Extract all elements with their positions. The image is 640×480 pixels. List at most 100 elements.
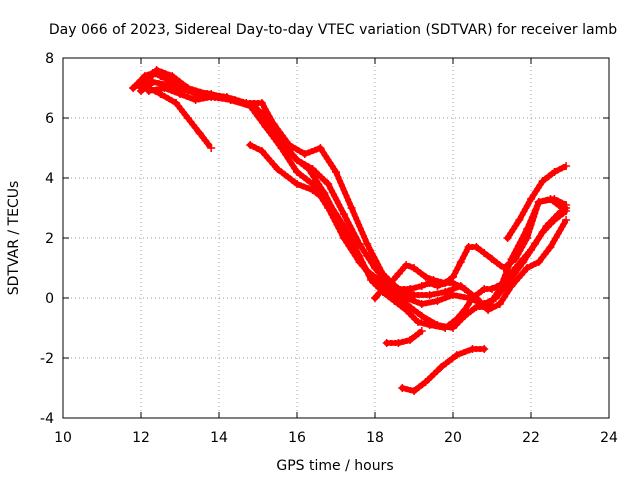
chart-title: Day 066 of 2023, Sidereal Day-to-day VTE…	[49, 22, 617, 38]
data-point	[456, 282, 465, 290]
data-point	[129, 84, 138, 92]
data-point	[257, 147, 266, 155]
data-point	[410, 291, 418, 299]
data-point	[394, 270, 403, 278]
data-point	[293, 156, 301, 164]
data-point	[523, 264, 532, 272]
data-point	[339, 210, 348, 218]
data-point	[183, 114, 192, 122]
data-point	[300, 150, 309, 158]
data-point	[452, 315, 461, 323]
data-point	[293, 180, 301, 188]
x-tick-label: 12	[132, 430, 150, 446]
data-point	[534, 198, 543, 206]
data-point	[562, 162, 571, 170]
data-point	[144, 87, 153, 95]
data-point	[207, 93, 216, 101]
data-point	[417, 327, 426, 335]
data-point	[484, 303, 493, 311]
y-axis-title: SDTVAR / TECUs	[6, 181, 22, 296]
data-point	[378, 285, 387, 293]
data-point	[371, 264, 379, 272]
y-tick-label: 8	[45, 51, 54, 67]
data-point	[398, 384, 407, 392]
data-point	[488, 285, 496, 293]
data-point	[386, 279, 395, 287]
data-point	[480, 249, 489, 257]
data-point	[472, 243, 481, 251]
series-track-6	[246, 141, 571, 332]
data-point	[406, 336, 415, 344]
y-tick-label: 4	[45, 171, 54, 187]
data-point	[472, 303, 481, 311]
data-point	[550, 216, 559, 224]
data-point	[550, 168, 559, 176]
data-series	[129, 66, 571, 395]
data-point	[183, 87, 192, 95]
data-point	[562, 216, 571, 224]
y-tick-labels: -4 -2 0 2 4 6 8	[40, 51, 54, 427]
series-marker-band	[383, 328, 425, 346]
data-point	[137, 87, 145, 95]
data-point	[417, 312, 426, 320]
data-point	[511, 264, 520, 272]
series-track-10	[503, 162, 571, 242]
data-point	[495, 300, 504, 308]
data-point	[363, 240, 372, 248]
data-point	[410, 387, 418, 395]
y-tick-label: 0	[45, 291, 54, 307]
data-point	[441, 279, 450, 287]
data-point	[172, 99, 181, 107]
data-point	[488, 255, 496, 263]
data-point	[273, 165, 282, 173]
data-point	[324, 198, 333, 206]
data-point	[527, 195, 535, 203]
data-point	[417, 282, 426, 290]
data-point	[246, 141, 255, 149]
data-point	[417, 300, 426, 308]
series-track-7	[371, 195, 567, 302]
x-tick-label: 10	[54, 430, 72, 446]
data-point	[308, 165, 317, 173]
data-point	[207, 144, 216, 152]
data-point	[160, 84, 169, 92]
data-point	[152, 66, 161, 74]
data-point	[421, 273, 430, 281]
series-track-8	[382, 327, 426, 347]
data-point	[324, 180, 333, 188]
data-point	[371, 294, 379, 302]
series-marker-band	[504, 163, 570, 241]
data-point	[261, 123, 270, 131]
data-point	[308, 186, 317, 194]
data-point	[425, 321, 434, 329]
data-point	[367, 276, 376, 284]
data-point	[433, 297, 442, 305]
tick-marks	[62, 57, 610, 419]
data-point	[382, 339, 391, 347]
data-point	[499, 264, 508, 272]
x-tick-label: 14	[210, 430, 228, 446]
data-point	[355, 252, 364, 260]
data-point	[402, 306, 411, 314]
data-point	[339, 222, 348, 230]
data-point	[534, 258, 543, 266]
data-point	[168, 72, 177, 80]
data-point	[332, 168, 340, 176]
data-point	[480, 285, 489, 293]
y-tick-label: 2	[45, 231, 54, 247]
data-point	[390, 297, 399, 305]
data-point	[257, 99, 266, 107]
data-point	[523, 234, 532, 242]
data-point	[347, 204, 356, 212]
data-point	[421, 378, 430, 386]
series-marker-band	[247, 142, 570, 331]
data-point	[191, 96, 200, 104]
data-point	[503, 234, 512, 242]
data-point	[195, 129, 204, 137]
x-tick-label: 22	[522, 430, 540, 446]
y-tick-label: 6	[45, 111, 54, 127]
data-point	[468, 345, 477, 353]
data-point	[468, 294, 477, 302]
data-point	[226, 96, 235, 104]
